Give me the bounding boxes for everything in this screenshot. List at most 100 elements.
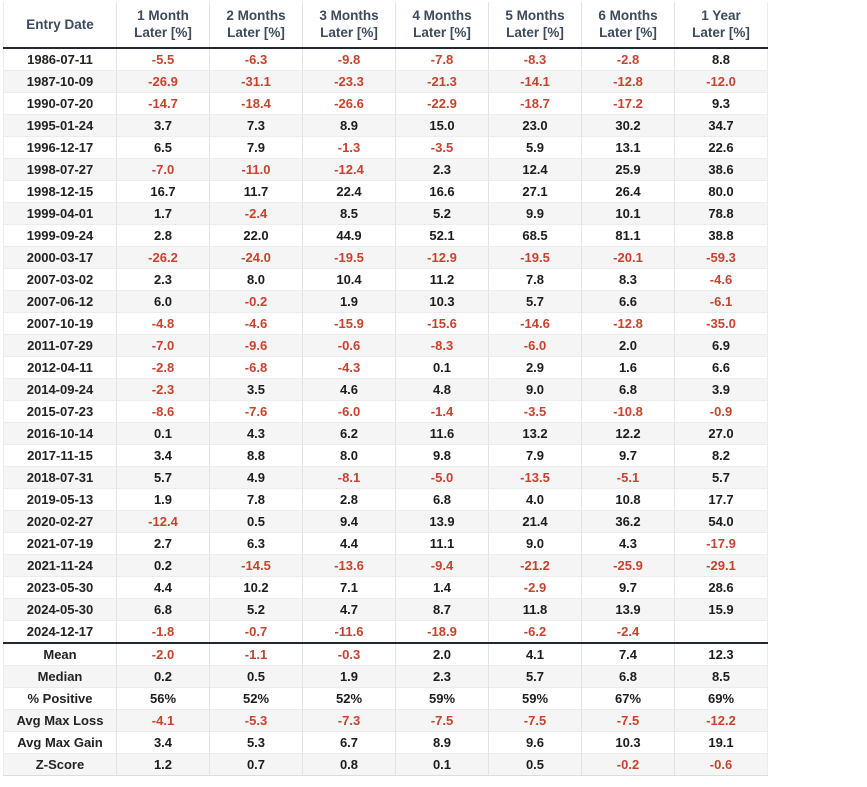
summary-row: Median 0.2 0.5 1.9 2.3 5.7 6.8 8.5 xyxy=(3,665,768,688)
value-cell: 8.2 xyxy=(674,444,768,467)
value-cell: 0.1 xyxy=(116,422,210,445)
value-cell: 9.0 xyxy=(488,532,582,555)
value-cell: -9.4 xyxy=(395,554,489,577)
value-cell: 5.7 xyxy=(674,466,768,489)
value-cell: -14.1 xyxy=(488,70,582,93)
value-cell: -5.3 xyxy=(209,709,303,732)
value-cell: -7.5 xyxy=(395,709,489,732)
value-cell: 2.9 xyxy=(488,356,582,379)
value-cell: -12.2 xyxy=(674,709,768,732)
value-cell: 3.4 xyxy=(116,731,210,754)
value-cell: -2.8 xyxy=(116,356,210,379)
value-cell: -29.1 xyxy=(674,554,768,577)
value-cell: 13.2 xyxy=(488,422,582,445)
value-cell: 59% xyxy=(488,687,582,710)
value-cell: 12.2 xyxy=(581,422,675,445)
data-row: 2017-11-15 3.4 8.8 8.0 9.8 7.9 9.7 8.2 xyxy=(3,444,768,467)
value-cell: 9.7 xyxy=(581,576,675,599)
row-label: 1990-07-20 xyxy=(3,92,117,115)
value-cell: -7.8 xyxy=(395,48,489,71)
row-label: 2021-11-24 xyxy=(3,554,117,577)
data-row: 1986-07-11 -5.5 -6.3 -9.8 -7.8 -8.3 -2.8 8.8 xyxy=(4,48,768,71)
value-cell: -13.5 xyxy=(488,466,582,489)
value-cell: 6.7 xyxy=(302,731,396,754)
data-row: 2020-02-27 -12.4 0.5 9.4 13.9 21.4 36.2 54.0 xyxy=(3,510,768,533)
value-cell: -0.6 xyxy=(302,334,396,357)
value-cell: 11.7 xyxy=(209,180,303,203)
value-cell: 7.8 xyxy=(209,488,303,511)
value-cell: -1.4 xyxy=(395,400,489,423)
value-cell: 6.5 xyxy=(116,136,210,159)
row-label: % Positive xyxy=(3,687,117,710)
value-cell: -1.3 xyxy=(302,136,396,159)
value-cell: -18.7 xyxy=(488,92,582,115)
data-row: 1995-01-24 3.7 7.3 8.9 15.0 23.0 30.2 34.7 xyxy=(3,114,768,137)
summary-row: Avg Max Gain 3.4 5.3 6.7 8.9 9.6 10.3 19.1 xyxy=(3,731,768,754)
value-cell: 3.5 xyxy=(209,378,303,401)
value-cell: -6.2 xyxy=(488,620,582,643)
value-cell: 8.7 xyxy=(395,598,489,621)
value-cell: -0.9 xyxy=(674,400,768,423)
value-cell: 6.0 xyxy=(116,290,210,313)
row-label: 2024-12-17 xyxy=(3,620,117,643)
value-cell: 12.4 xyxy=(488,158,582,181)
value-cell: -13.6 xyxy=(302,554,396,577)
value-cell: -15.9 xyxy=(302,312,396,335)
table-header: Entry Date 1 Month Later [%] 2 Months Later … xyxy=(3,2,768,49)
value-cell: -11.6 xyxy=(302,620,396,643)
value-cell: 5.2 xyxy=(209,598,303,621)
value-cell: 1.2 xyxy=(116,753,210,776)
column-header: 2 Months Later [%] xyxy=(209,2,303,49)
column-header: 3 Months Later [%] xyxy=(302,2,396,49)
value-cell: -12.4 xyxy=(302,158,396,181)
value-cell: 10.3 xyxy=(395,290,489,313)
column-header: 1 Month Later [%] xyxy=(116,2,210,49)
value-cell: -5.0 xyxy=(395,466,489,489)
row-label: 2023-05-30 xyxy=(3,576,117,599)
value-cell: -5.1 xyxy=(581,466,675,489)
value-cell: 69% xyxy=(674,687,768,710)
value-cell: -26.9 xyxy=(116,70,210,93)
value-cell: 0.5 xyxy=(209,665,303,688)
value-cell: -4.6 xyxy=(209,312,303,335)
value-cell: -21.3 xyxy=(395,70,489,93)
row-label: Z-Score xyxy=(3,753,117,776)
value-cell: 78.8 xyxy=(674,202,768,225)
value-cell: 17.7 xyxy=(674,488,768,511)
value-cell: -2.9 xyxy=(488,576,582,599)
data-row: 2000-03-17 -26.2 -24.0 -19.5 -12.9 -19.5 -20.1… xyxy=(3,246,768,269)
value-cell: 2.0 xyxy=(581,334,675,357)
value-cell: 7.8 xyxy=(488,268,582,291)
value-cell: 1.9 xyxy=(116,488,210,511)
value-cell: 2.8 xyxy=(302,488,396,511)
value-cell: 9.7 xyxy=(581,444,675,467)
column-header: 1 Year Later [%] xyxy=(674,2,768,49)
value-cell: 4.0 xyxy=(488,488,582,511)
value-cell: 11.6 xyxy=(395,422,489,445)
value-cell: 25.9 xyxy=(581,158,675,181)
value-cell: 13.9 xyxy=(581,598,675,621)
column-header-line: 6 Months xyxy=(598,8,658,23)
value-cell: 9.6 xyxy=(488,731,582,754)
value-cell: 10.1 xyxy=(581,202,675,225)
value-cell: 11.8 xyxy=(488,598,582,621)
column-header-line: Later [%] xyxy=(692,25,750,40)
column-header-line: 3 Months xyxy=(319,8,379,23)
summary-row: Mean -2.0 -1.1 -0.3 2.0 4.1 7.4 12.3 xyxy=(3,642,768,666)
row-label: Median xyxy=(3,665,117,688)
value-cell: 3.4 xyxy=(116,444,210,467)
header-row: Entry Date 1 Month Later [%] 2 Months Later … xyxy=(3,2,768,49)
column-header-line: 1 Month xyxy=(137,8,189,23)
value-cell: -7.5 xyxy=(581,709,675,732)
row-label: 1986-07-11 xyxy=(27,52,93,67)
data-row: 2018-07-31 5.7 4.9 -8.1 -5.0 -13.5 -5.1 5.7 xyxy=(3,466,768,489)
value-cell: 13.9 xyxy=(395,510,489,533)
data-row: 2012-04-11 -2.8 -6.8 -4.3 0.1 2.9 1.6 6.6 xyxy=(3,356,768,379)
value-cell: 68.5 xyxy=(488,224,582,247)
column-header-line: 1 Year xyxy=(701,8,741,23)
value-cell: -14.5 xyxy=(209,554,303,577)
value-cell xyxy=(674,620,768,643)
value-cell: 6.8 xyxy=(116,598,210,621)
value-cell: -12.8 xyxy=(581,70,675,93)
value-cell: -6.1 xyxy=(674,290,768,313)
